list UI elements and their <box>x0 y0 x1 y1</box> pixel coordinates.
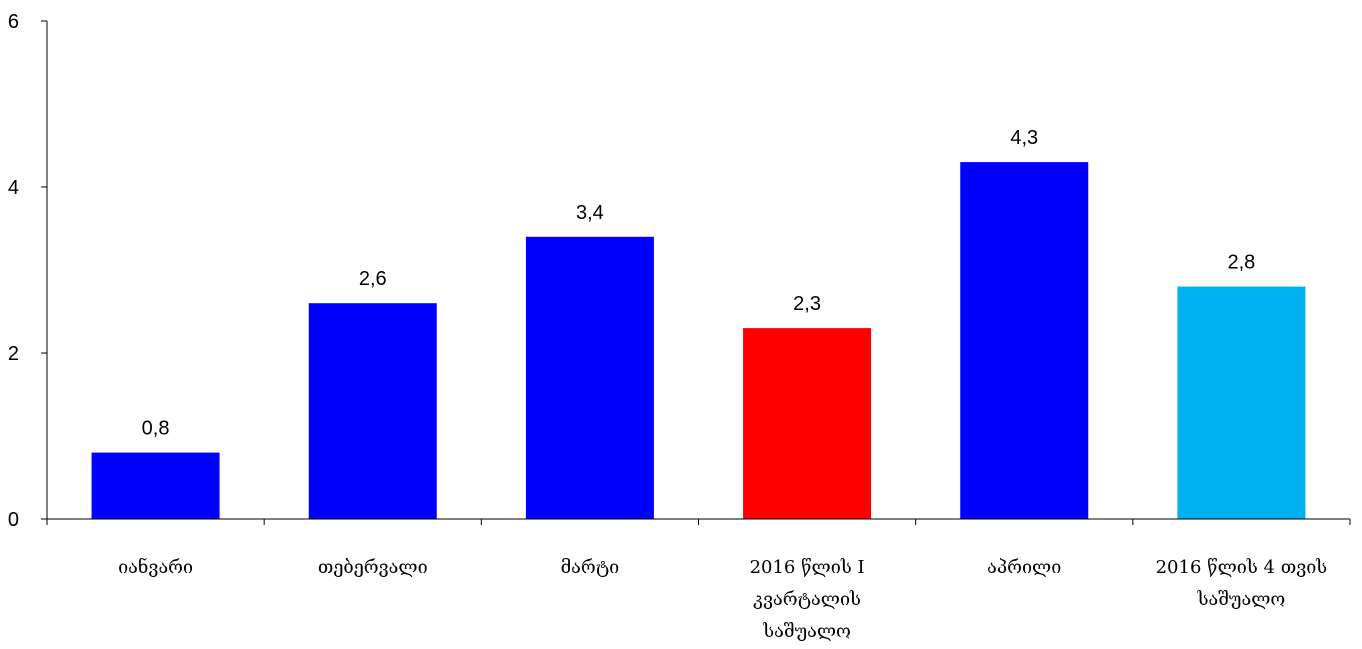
x-category-label: თებერვალი <box>318 557 428 578</box>
bar <box>308 303 437 519</box>
bar-value-label: 0,8 <box>142 418 170 440</box>
bar <box>960 162 1089 519</box>
x-category-label: იანვარი <box>118 556 193 578</box>
x-category-label: საშუალო <box>762 621 851 642</box>
y-tick-label: 0 <box>8 509 19 531</box>
bar-value-label: 4,3 <box>1010 127 1038 149</box>
bar-value-label: 2,6 <box>359 268 387 290</box>
x-ticks-group <box>46 519 1351 525</box>
bar <box>1177 286 1306 519</box>
bar <box>91 452 220 519</box>
x-category-label: კვარტალის <box>753 589 861 610</box>
bar-value-label: 2,8 <box>1228 252 1256 274</box>
y-ticks-group: 0 2 4 6 <box>8 11 47 531</box>
bars-group <box>91 162 1306 520</box>
y-tick-label: 6 <box>8 11 19 33</box>
value-labels-group: 0,8 2,6 3,4 2,3 4,3 2,8 <box>142 127 1256 440</box>
x-category-label: 2016 წლის 4 თვის <box>1156 557 1328 578</box>
bar-value-label: 2,3 <box>793 293 821 315</box>
x-category-label: მარტი <box>561 557 620 578</box>
bar <box>525 236 654 520</box>
y-tick-label: 4 <box>8 177 19 199</box>
y-tick-label: 2 <box>8 343 19 365</box>
x-category-label: 2016 წლის I <box>750 557 865 578</box>
bar <box>743 328 872 519</box>
x-category-label: საშუალო <box>1197 589 1286 610</box>
x-category-label: აპრილი <box>987 557 1061 578</box>
bar-value-label: 3,4 <box>576 202 604 224</box>
category-labels-group: იანვარი თებერვალი მარტი 2016 წლის I კვარტალი… <box>118 556 1327 642</box>
